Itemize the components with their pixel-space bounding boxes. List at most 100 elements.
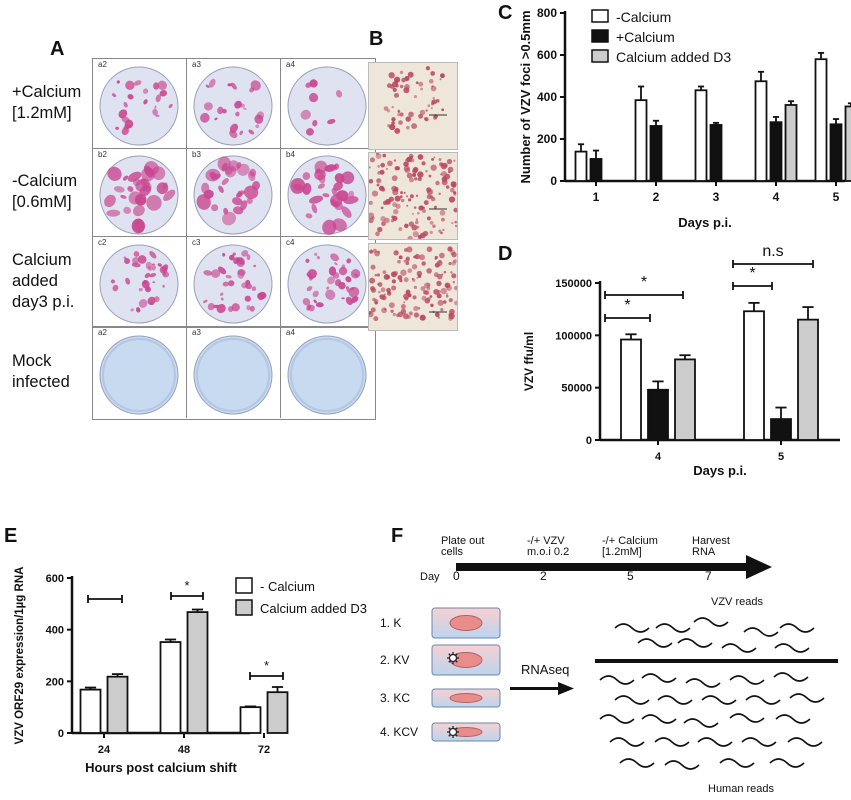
stained-cell — [451, 261, 456, 266]
stained-cell — [417, 154, 424, 160]
stained-cell — [404, 75, 410, 82]
stained-cell — [438, 192, 441, 196]
stained-cell — [453, 159, 456, 162]
plaque — [196, 194, 211, 210]
stained-cell — [451, 273, 457, 279]
stained-cell — [432, 97, 435, 100]
bar — [589, 158, 603, 182]
stained-cell — [454, 300, 457, 306]
bar — [754, 80, 768, 182]
legend-label: - Calcium — [260, 579, 315, 594]
stained-cell — [423, 200, 429, 206]
stained-cell — [438, 229, 442, 233]
stained-cell — [433, 205, 437, 209]
stained-cell — [377, 250, 380, 254]
panel-c-label: C — [498, 2, 513, 24]
plaque — [341, 171, 355, 185]
stained-cell — [369, 249, 374, 254]
plaque — [209, 171, 216, 178]
y-axis-label: VZV ORF29 expression/1µg RNA — [14, 567, 26, 745]
stained-cell — [405, 289, 411, 295]
plaque — [345, 285, 351, 293]
plaque — [335, 89, 343, 98]
stained-cell — [393, 209, 399, 215]
micrograph-bg — [369, 244, 457, 330]
stained-cell — [446, 158, 453, 165]
legend-swatch — [591, 29, 609, 43]
plaque — [255, 124, 260, 129]
stained-cell — [415, 194, 419, 198]
plaque — [315, 168, 321, 174]
plaque — [249, 305, 255, 312]
stained-cell — [377, 282, 383, 287]
vzv-read — [774, 643, 810, 653]
stained-cell — [399, 84, 404, 89]
stained-cell — [427, 104, 431, 108]
stained-cell — [411, 264, 418, 270]
well-label: a4 — [286, 328, 295, 337]
vzv-read — [637, 638, 673, 648]
stained-cell — [384, 217, 390, 224]
vzv-read — [693, 617, 729, 627]
plaque — [222, 252, 226, 257]
stained-cell — [434, 255, 438, 260]
grid-line — [92, 148, 374, 149]
stained-cell — [415, 218, 419, 221]
well-rim — [102, 338, 176, 412]
culture-well — [99, 244, 179, 324]
legend-label: -Calcium — [616, 9, 671, 25]
stained-cell — [373, 298, 379, 304]
human-read — [697, 737, 733, 747]
sig-label: * — [184, 578, 189, 593]
plaque — [131, 218, 146, 234]
stained-cell — [382, 153, 387, 158]
stained-cell — [407, 198, 412, 202]
bar — [844, 105, 851, 182]
row-label: Mock infected — [12, 352, 70, 391]
stained-cell — [397, 113, 401, 117]
well-label: b2 — [98, 150, 107, 159]
plaque — [149, 273, 157, 278]
plaque — [214, 117, 218, 121]
plaque — [151, 263, 155, 266]
x-tick-label: 72 — [258, 744, 270, 756]
stained-cell — [428, 78, 434, 84]
stained-cell — [374, 274, 378, 277]
stained-cell — [404, 223, 409, 229]
human-read — [775, 714, 811, 724]
x-axis-label: Days p.i. — [693, 463, 746, 478]
stained-cell — [416, 276, 419, 279]
plaque — [330, 253, 339, 262]
virus-icon — [448, 653, 458, 663]
stained-cell — [434, 312, 440, 318]
y-tick-label: 150000 — [555, 278, 592, 290]
stained-cell — [435, 99, 440, 103]
bar — [186, 611, 209, 734]
human-read — [789, 693, 825, 703]
panel-a-label: A — [50, 38, 65, 60]
stained-cell — [398, 120, 403, 125]
plaque — [311, 203, 318, 214]
plaque — [211, 204, 219, 212]
grid-line — [280, 58, 281, 418]
culture-well — [193, 155, 273, 235]
plaque — [143, 280, 148, 285]
stained-cell — [448, 170, 451, 174]
plaque — [333, 181, 343, 192]
human-read — [664, 760, 700, 770]
plaque — [222, 108, 227, 114]
stained-cell — [397, 110, 401, 113]
rnaseq-arrowhead — [558, 682, 574, 695]
stained-cell — [424, 290, 430, 296]
well-disc — [287, 66, 367, 146]
stained-cell — [409, 194, 414, 199]
vzv-reads-label: VZV reads — [711, 596, 763, 608]
bar — [829, 123, 843, 182]
panel-e-label: E — [4, 525, 18, 547]
plaque — [211, 269, 221, 278]
stained-cell — [370, 307, 376, 313]
stained-cell — [413, 305, 419, 312]
stained-cell — [399, 279, 403, 283]
plaque — [244, 295, 252, 302]
stained-cell — [382, 200, 388, 206]
